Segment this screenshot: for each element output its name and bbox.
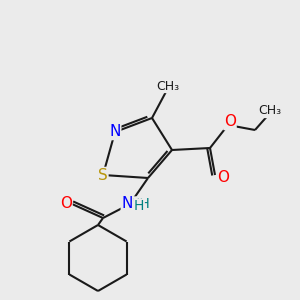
Text: O: O (60, 196, 72, 211)
Text: NH: NH (130, 197, 150, 211)
Text: N: N (109, 124, 121, 140)
Text: O: O (224, 115, 236, 130)
Text: O: O (217, 169, 229, 184)
Text: CH₃: CH₃ (258, 104, 282, 118)
Text: N: N (121, 196, 133, 211)
Text: S: S (98, 167, 108, 182)
Text: CH₃: CH₃ (156, 80, 180, 92)
Text: H: H (134, 199, 144, 213)
